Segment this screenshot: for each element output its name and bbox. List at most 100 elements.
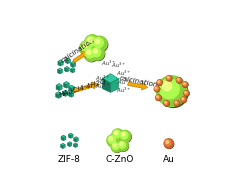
Circle shape — [165, 102, 166, 103]
Polygon shape — [60, 70, 62, 74]
Polygon shape — [68, 142, 72, 144]
Circle shape — [175, 101, 180, 106]
Text: Au$^{3+}$: Au$^{3+}$ — [111, 61, 126, 70]
Circle shape — [86, 36, 96, 46]
Text: Au$^{3+}$: Au$^{3+}$ — [117, 78, 133, 87]
Polygon shape — [61, 145, 63, 149]
Polygon shape — [74, 144, 76, 147]
Polygon shape — [72, 87, 74, 92]
Polygon shape — [56, 93, 59, 98]
Circle shape — [120, 132, 128, 139]
Circle shape — [184, 91, 189, 96]
Polygon shape — [74, 138, 76, 142]
Circle shape — [81, 42, 91, 52]
Circle shape — [119, 141, 125, 148]
Circle shape — [163, 82, 172, 91]
Polygon shape — [61, 135, 66, 138]
Polygon shape — [65, 59, 68, 64]
Circle shape — [175, 101, 177, 103]
Circle shape — [177, 79, 179, 80]
FancyArrow shape — [73, 52, 88, 63]
Polygon shape — [71, 61, 76, 64]
Circle shape — [157, 96, 158, 98]
Circle shape — [85, 35, 100, 50]
Circle shape — [156, 95, 161, 100]
Circle shape — [183, 82, 188, 87]
FancyArrow shape — [73, 82, 98, 93]
Circle shape — [184, 91, 188, 95]
Circle shape — [85, 49, 94, 58]
Circle shape — [159, 79, 179, 99]
Circle shape — [91, 46, 104, 60]
Text: ZIF-8: ZIF-8 — [58, 155, 81, 164]
Circle shape — [114, 131, 118, 135]
Text: Au$^{3+}$: Au$^{3+}$ — [116, 86, 132, 95]
Circle shape — [182, 98, 183, 100]
Circle shape — [88, 38, 92, 42]
Circle shape — [111, 142, 122, 152]
Polygon shape — [71, 93, 74, 97]
Circle shape — [165, 140, 174, 148]
Circle shape — [95, 39, 100, 44]
Circle shape — [167, 76, 172, 81]
Circle shape — [109, 137, 113, 140]
Circle shape — [120, 142, 123, 146]
Circle shape — [80, 41, 95, 56]
Circle shape — [107, 135, 119, 146]
Circle shape — [113, 144, 116, 147]
Polygon shape — [73, 69, 75, 73]
Circle shape — [119, 141, 129, 151]
Polygon shape — [69, 93, 71, 97]
Polygon shape — [59, 93, 61, 98]
Circle shape — [181, 97, 186, 102]
Circle shape — [86, 36, 100, 50]
Polygon shape — [74, 137, 78, 139]
Text: Au$^{3+}$: Au$^{3+}$ — [101, 59, 117, 68]
Circle shape — [177, 78, 182, 83]
Polygon shape — [69, 134, 71, 138]
Text: Au$^{3+}$: Au$^{3+}$ — [95, 82, 110, 91]
Circle shape — [112, 129, 124, 141]
Circle shape — [177, 78, 180, 81]
Circle shape — [182, 98, 185, 101]
Circle shape — [120, 131, 131, 143]
Circle shape — [87, 50, 91, 54]
Circle shape — [183, 82, 186, 86]
Circle shape — [92, 36, 107, 51]
Circle shape — [156, 76, 187, 106]
Circle shape — [113, 130, 121, 138]
Polygon shape — [68, 143, 70, 146]
Text: Au$^{3+}$: Au$^{3+}$ — [95, 73, 110, 83]
Text: C-ZnO: C-ZnO — [105, 155, 133, 164]
Circle shape — [166, 141, 169, 143]
Polygon shape — [69, 91, 74, 94]
Circle shape — [93, 38, 103, 48]
Polygon shape — [64, 66, 69, 69]
Circle shape — [85, 49, 98, 62]
Circle shape — [83, 43, 87, 48]
Polygon shape — [111, 79, 119, 92]
Polygon shape — [67, 68, 69, 72]
Circle shape — [181, 97, 186, 102]
Circle shape — [185, 92, 186, 93]
Polygon shape — [69, 87, 72, 92]
Circle shape — [92, 48, 101, 57]
Polygon shape — [63, 83, 66, 88]
Text: Au$^{3+}$: Au$^{3+}$ — [116, 69, 132, 78]
Polygon shape — [64, 68, 67, 72]
Circle shape — [112, 143, 122, 152]
Polygon shape — [102, 79, 111, 92]
Circle shape — [164, 139, 173, 148]
Polygon shape — [102, 74, 119, 83]
Circle shape — [119, 130, 131, 142]
Circle shape — [155, 87, 157, 89]
Polygon shape — [58, 68, 62, 71]
Polygon shape — [76, 144, 78, 147]
Circle shape — [174, 101, 179, 106]
Text: calcination: calcination — [118, 75, 158, 88]
Circle shape — [158, 81, 160, 82]
Polygon shape — [71, 63, 73, 67]
Polygon shape — [61, 143, 65, 146]
Circle shape — [157, 80, 162, 85]
Text: HAuCl4·4H2O: HAuCl4·4H2O — [59, 77, 108, 98]
